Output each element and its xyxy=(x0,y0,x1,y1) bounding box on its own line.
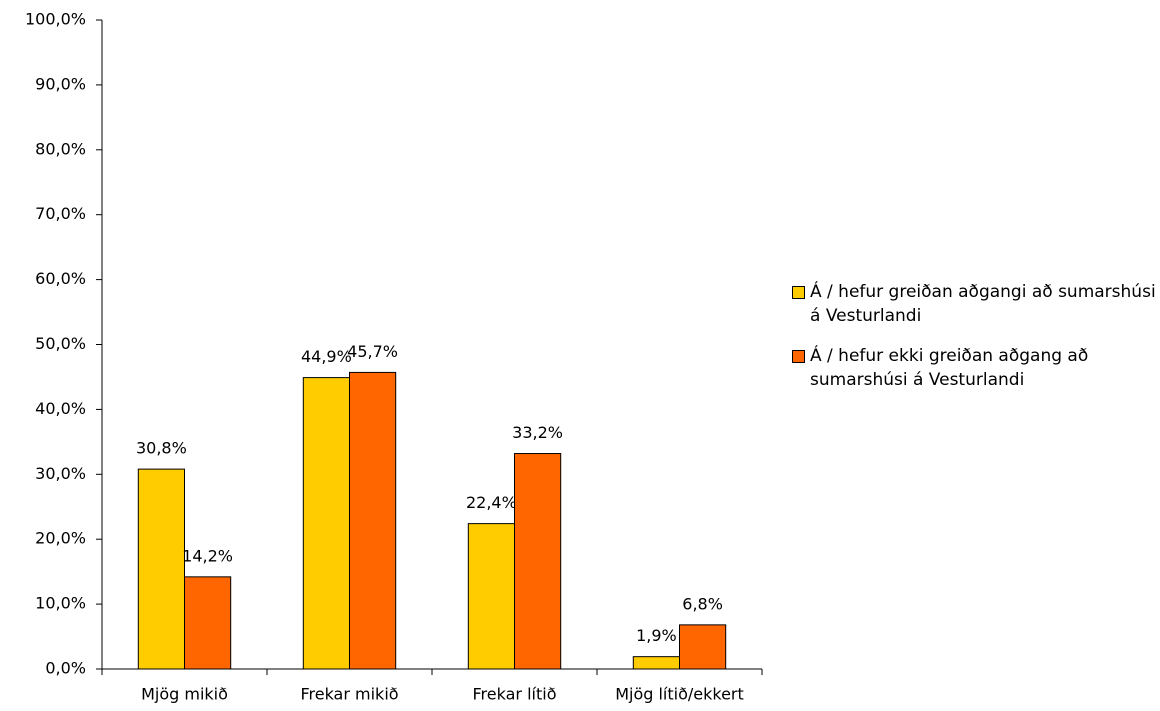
y-tick-label: 20,0% xyxy=(35,529,86,548)
y-tick-label: 50,0% xyxy=(35,334,86,353)
y-tick-label: 0,0% xyxy=(45,659,86,678)
y-tick-label: 100,0% xyxy=(25,10,86,29)
bar xyxy=(679,624,727,670)
y-tick-label: 70,0% xyxy=(35,204,86,223)
y-tick-label: 10,0% xyxy=(35,594,86,613)
legend-item: Á / hefur greiðan aðgangi að sumarshúsi … xyxy=(790,280,1158,328)
bar xyxy=(184,576,232,670)
y-tick-label: 90,0% xyxy=(35,74,86,93)
value-label: 30,8% xyxy=(136,439,187,458)
value-label: 14,2% xyxy=(182,546,233,565)
bar xyxy=(514,453,562,670)
x-tick-label: Mjög lítið/ekkert xyxy=(615,685,744,704)
x-tick-label: Mjög mikið xyxy=(141,685,228,704)
value-label: 22,4% xyxy=(466,493,517,512)
y-tick-label: 40,0% xyxy=(35,399,86,418)
value-label: 6,8% xyxy=(682,594,723,613)
legend-label: Á / hefur ekki greiðan aðgang að sumarsh… xyxy=(810,346,1089,390)
bar xyxy=(137,468,186,670)
y-tick-label: 30,0% xyxy=(35,464,86,483)
value-label: 44,9% xyxy=(301,347,352,366)
bar xyxy=(467,523,515,670)
legend-label: Á / hefur greiðan aðgangi að sumarshúsi … xyxy=(810,282,1156,326)
x-tick-label: Frekar mikið xyxy=(300,685,398,704)
legend: Á / hefur greiðan aðgangi að sumarshúsi … xyxy=(790,280,1158,408)
y-tick-label: 80,0% xyxy=(35,139,86,158)
bar xyxy=(302,377,350,670)
y-tick-label: 60,0% xyxy=(35,269,86,288)
x-tick-label: Frekar lítið xyxy=(473,685,557,704)
legend-swatch xyxy=(792,350,805,363)
bar xyxy=(632,656,680,670)
legend-item: Á / hefur ekki greiðan aðgang að sumarsh… xyxy=(790,344,1158,392)
legend-swatch xyxy=(792,286,805,299)
value-label: 1,9% xyxy=(636,626,677,645)
value-label: 33,2% xyxy=(512,423,563,442)
value-label: 45,7% xyxy=(347,342,398,361)
bar xyxy=(349,371,397,670)
